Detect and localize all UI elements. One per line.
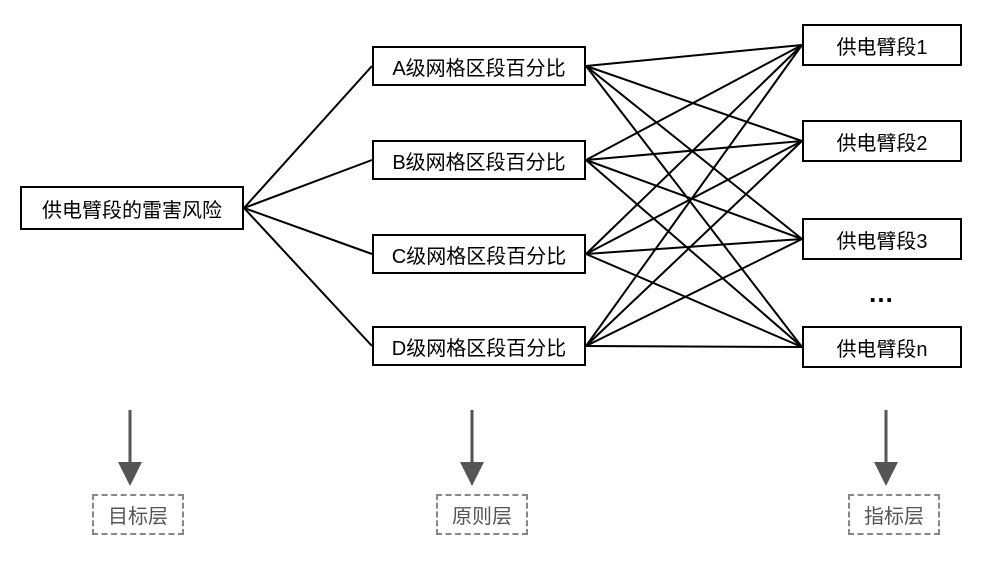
indicator-node-0: 供电臂段1 xyxy=(802,24,962,66)
criteria-node-1: B级网格区段百分比 xyxy=(372,140,586,180)
layer-label: 原则层 xyxy=(436,494,528,535)
target-node: 供电臂段的雷害风险 xyxy=(20,186,244,230)
indicator-node-1: 供电臂段2 xyxy=(802,120,962,162)
hierarchy-diagram: 供电臂段的雷害风险 A级网格区段百分比 B级网格区段百分比 C级网格区段百分比 D级网格… xyxy=(0,0,1000,561)
indicator-node-2: 供电臂段3 xyxy=(802,218,962,260)
indicator-ellipsis: … xyxy=(868,278,894,309)
criteria-node-3: D级网格区段百分比 xyxy=(372,326,586,366)
indicator-node-3: 供电臂段n xyxy=(802,326,962,368)
layer-label: 目标层 xyxy=(92,494,184,535)
criteria-node-0: A级网格区段百分比 xyxy=(372,46,586,86)
criteria-node-2: C级网格区段百分比 xyxy=(372,234,586,274)
layer-label: 指标层 xyxy=(848,494,940,535)
